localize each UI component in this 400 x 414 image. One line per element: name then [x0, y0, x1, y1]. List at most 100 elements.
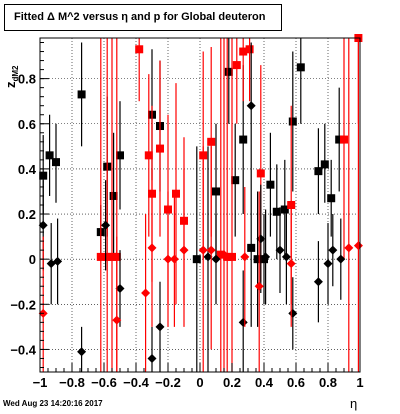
data-point-diamond [53, 256, 63, 266]
y-tick-label: −0.4 [10, 342, 36, 357]
y-axis-label: zdM2 [2, 52, 22, 92]
data-point-square [340, 135, 348, 144]
data-point-diamond [256, 234, 266, 244]
data-points [38, 34, 363, 372]
data-point-diamond [281, 252, 291, 262]
data-point-square [156, 144, 164, 153]
data-point-diamond [238, 317, 248, 327]
data-point-diamond [169, 254, 179, 264]
data-point-diamond [240, 252, 250, 262]
data-point-square [109, 191, 118, 200]
x-tick-label: 0 [196, 375, 203, 390]
x-tick-label: −1 [33, 375, 48, 390]
data-point-diamond [179, 245, 189, 255]
data-point-square [253, 255, 262, 264]
data-point-diamond [328, 245, 338, 255]
data-point-square [314, 167, 323, 176]
axes: −1 −0.8 −0.6 −0.4 −0.2 0 0.2 0.4 0.6 0.8 1 −0.4 −0.2… [10, 42, 364, 390]
data-point-diamond [198, 245, 208, 255]
data-point-square [144, 151, 153, 160]
data-point-diamond [203, 252, 213, 262]
data-point-square [231, 176, 240, 185]
data-point-diamond [112, 315, 122, 325]
data-point-diamond [163, 254, 173, 264]
data-point-diamond [344, 243, 354, 253]
data-point-diamond [77, 347, 87, 357]
data-point-square [172, 189, 180, 198]
data-point-square [45, 151, 54, 160]
data-point-diamond [336, 254, 346, 264]
data-point-diamond [353, 241, 363, 251]
data-point-square [39, 171, 48, 180]
x-tick-label: 0.2 [223, 375, 241, 390]
data-point-diamond [155, 322, 165, 332]
data-point-diamond [219, 250, 229, 260]
data-point-square [135, 45, 144, 54]
y-tick-label: 0.8 [18, 72, 36, 87]
x-axis-label: η [350, 396, 358, 411]
data-point-diamond [147, 243, 157, 253]
data-point-diamond [141, 288, 151, 298]
timestamp: Wed Aug 23 14:20:16 2017 [3, 399, 103, 408]
data-point-diamond [288, 308, 298, 318]
data-point-square [320, 160, 329, 169]
y-axis-label-main: z [3, 81, 18, 88]
data-point-square [266, 180, 275, 189]
y-tick-label: −0.2 [10, 297, 36, 312]
data-point-square [232, 61, 241, 70]
data-point-diamond [323, 259, 333, 269]
data-point-square [245, 45, 254, 54]
x-tick-label: 0.8 [319, 375, 337, 390]
plot-frame [39, 37, 361, 373]
data-point-square [288, 117, 297, 126]
x-tick-label: −0.6 [91, 375, 117, 390]
data-point-square [335, 135, 344, 144]
data-point-square [52, 158, 60, 167]
y-tick-label: 0.4 [18, 162, 37, 177]
data-point-diamond [275, 245, 285, 255]
data-point-diamond [147, 353, 157, 363]
x-tick-label: −0.2 [155, 375, 181, 390]
y-tick-label: 0.2 [18, 207, 36, 222]
data-point-diamond [101, 220, 111, 230]
x-tick-label: −0.8 [59, 375, 85, 390]
data-point-square [77, 90, 86, 99]
data-point-square [280, 205, 289, 214]
data-point-diamond [206, 245, 216, 255]
data-point-diamond [211, 254, 221, 264]
data-point-square [239, 47, 248, 56]
x-tick-label: −0.4 [123, 375, 149, 390]
grid-lines [39, 38, 361, 372]
data-point-square [108, 252, 116, 261]
data-point-square [239, 135, 248, 144]
data-point-square [296, 63, 305, 72]
data-point-square [223, 252, 232, 261]
data-point-diamond [286, 259, 296, 269]
data-point-diamond [261, 252, 271, 262]
data-point-diamond [115, 284, 125, 293]
x-tick-label: 0.6 [287, 375, 305, 390]
data-point-diamond [313, 277, 323, 287]
data-point-square [116, 151, 124, 160]
chart-title: Fitted Δ M^2 versus η and p for Global d… [4, 4, 282, 31]
data-point-square [96, 252, 105, 261]
data-point-square [212, 187, 220, 196]
svg-text:zdM2: zdM2 [3, 65, 20, 88]
data-point-square [207, 137, 216, 146]
data-point-square [224, 67, 233, 76]
data-point-square [103, 252, 112, 261]
data-point-diamond [254, 281, 264, 291]
y-tick-label: 0.6 [18, 117, 36, 132]
data-point-square [247, 243, 256, 252]
data-point-square [228, 252, 236, 261]
data-point-diamond [246, 101, 256, 111]
data-point-square [192, 255, 201, 264]
data-point-square [327, 194, 336, 203]
y-tick-label: 0 [29, 252, 36, 267]
data-point-square [256, 169, 265, 178]
y-axis-label-sub: dM2 [11, 65, 20, 82]
x-tick-label: 0.4 [255, 375, 274, 390]
data-point-square [272, 207, 281, 216]
x-tick-label: 1 [356, 375, 363, 390]
